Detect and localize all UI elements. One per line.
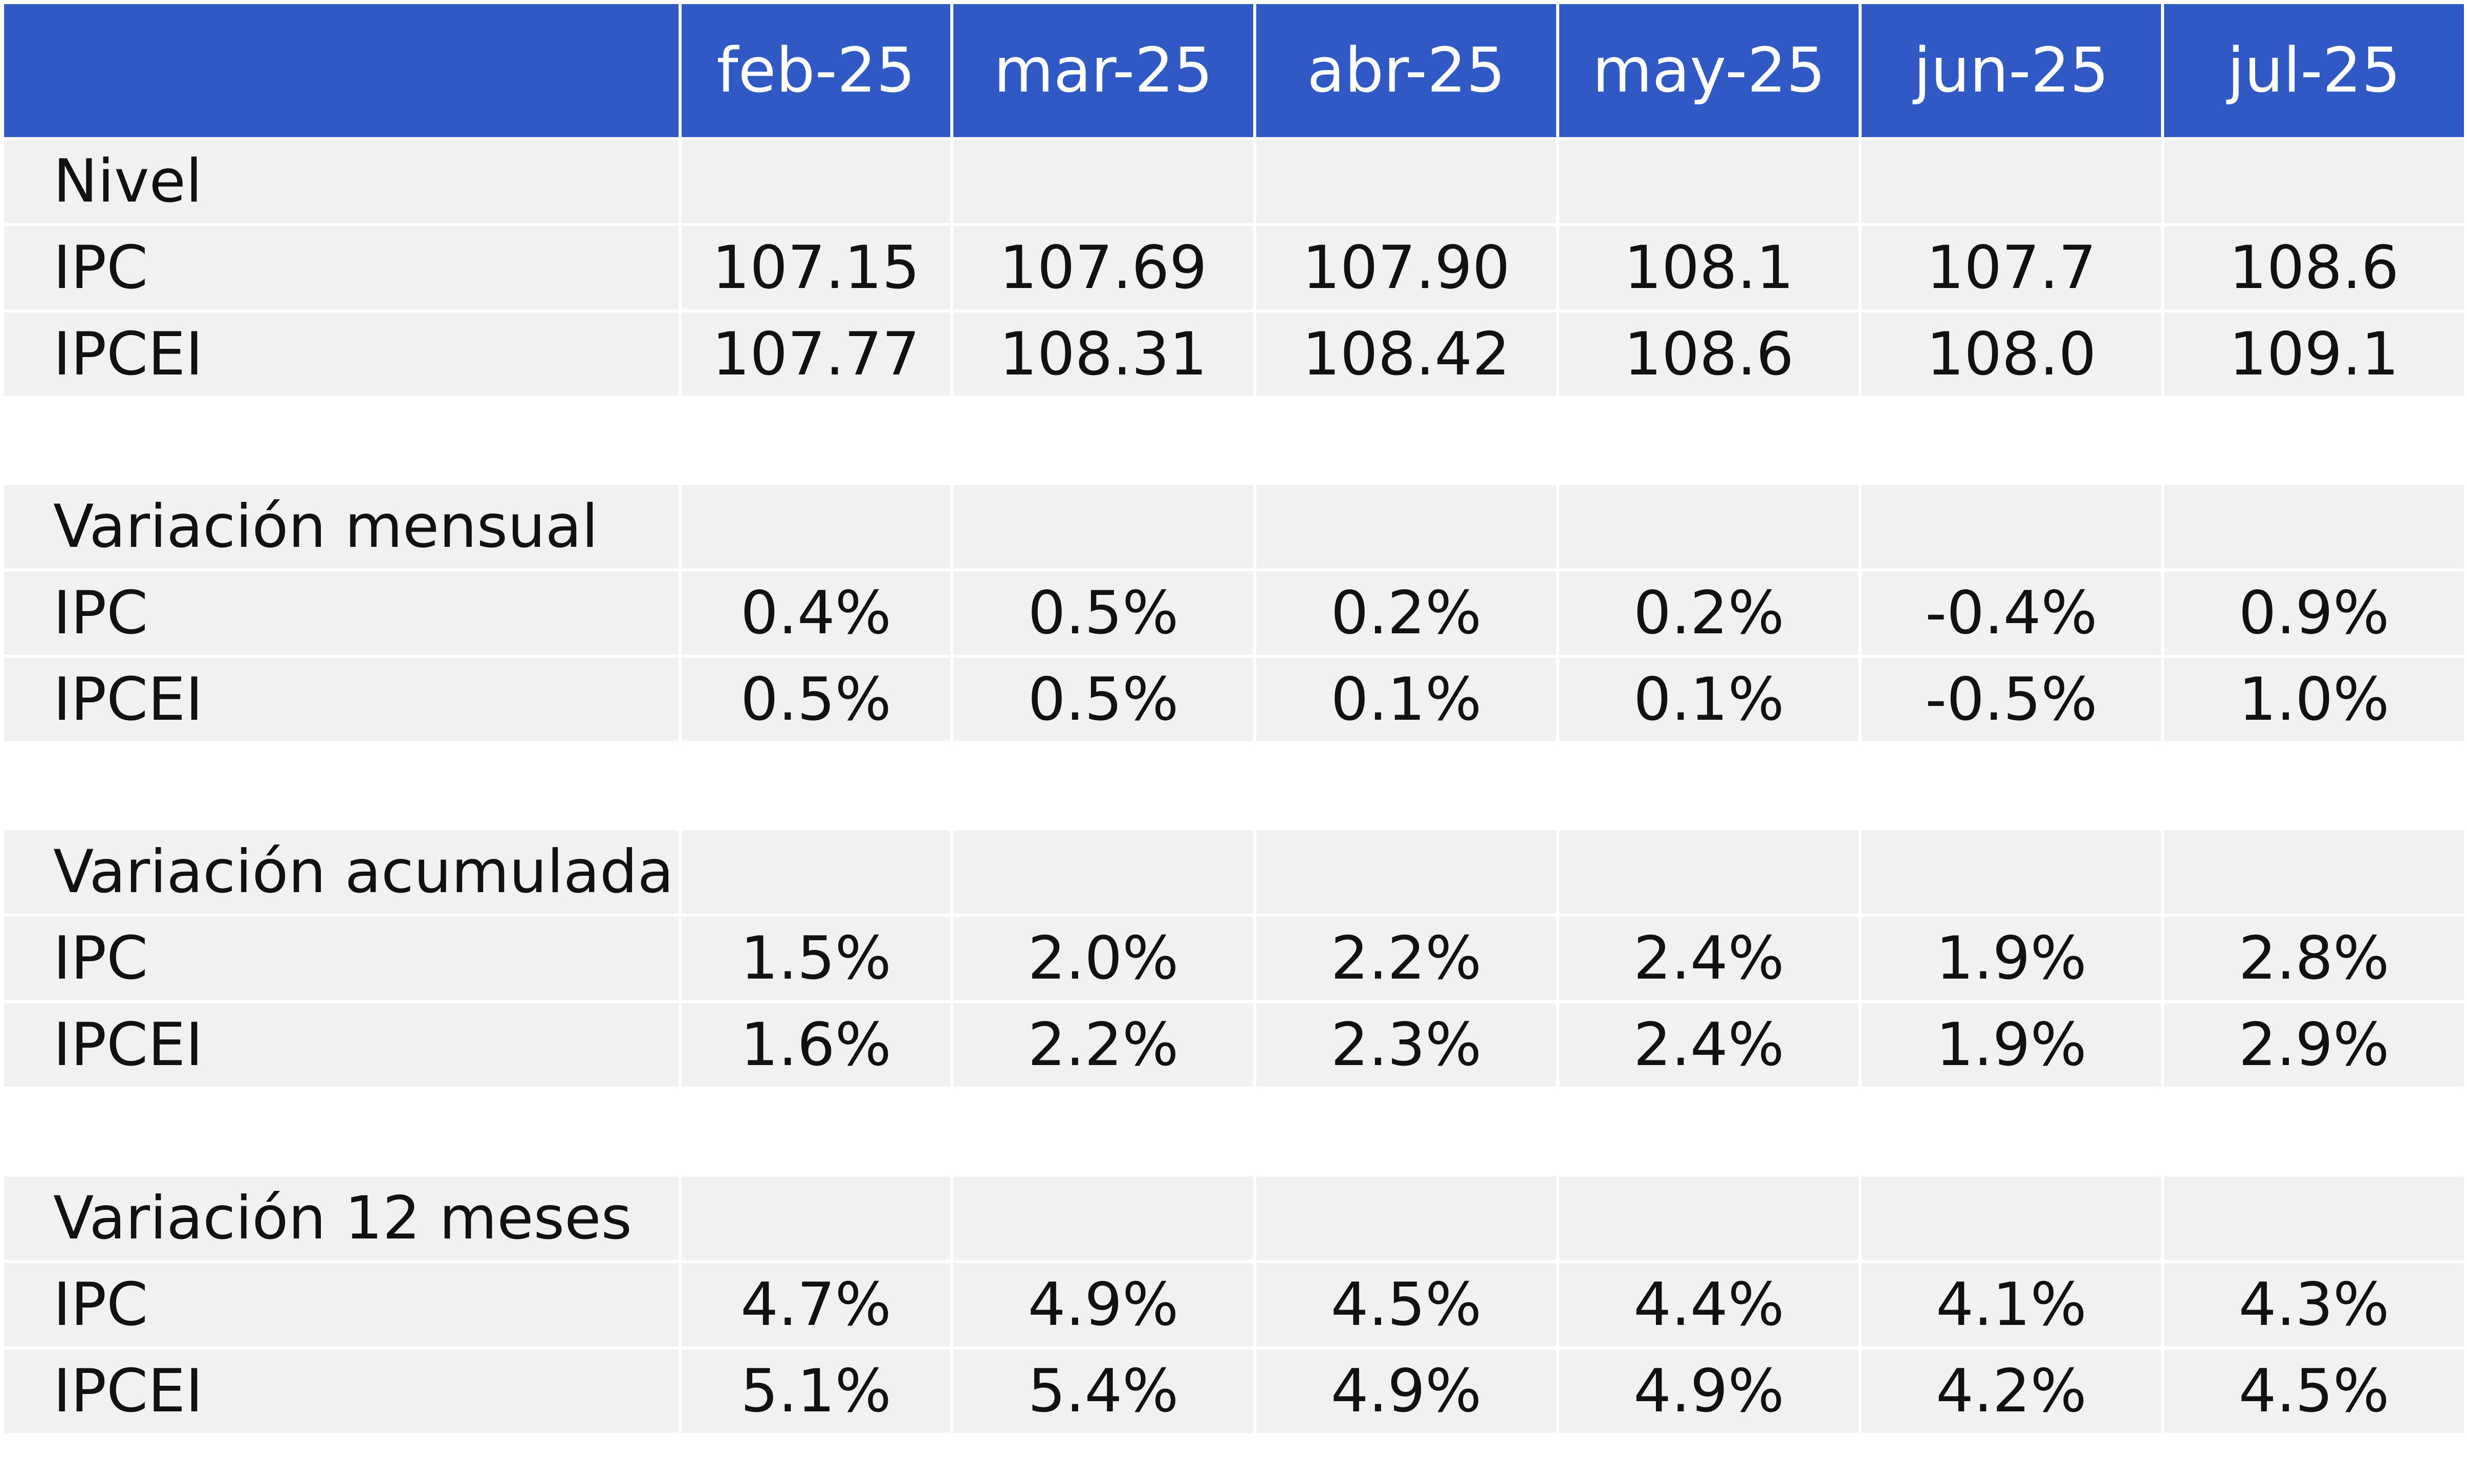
section-title-filler-cell xyxy=(1256,140,1556,223)
table-value-cell: 108.6 xyxy=(1559,313,1859,396)
table-value-cell: 1.9% xyxy=(1862,917,2161,1000)
table-value-cell: 0.9% xyxy=(2164,571,2464,655)
row-label: IPCEI xyxy=(4,1003,679,1087)
section-title-filler-cell xyxy=(2164,485,2464,568)
table-value-cell: 107.7 xyxy=(1862,226,2161,309)
section-title: Variación 12 meses xyxy=(4,1177,679,1260)
column-header: jul-25 xyxy=(2164,4,2464,137)
section-title-filler-cell xyxy=(2164,1177,2464,1260)
section-title-filler-cell xyxy=(1559,1177,1859,1260)
table-value-cell: 4.5% xyxy=(1256,1263,1556,1346)
table-value-cell: 4.7% xyxy=(682,1263,950,1346)
table-value-cell: 107.77 xyxy=(682,313,950,396)
row-label: IPCEI xyxy=(4,1349,679,1433)
column-header: jun-25 xyxy=(1862,4,2161,137)
section-title-filler-cell xyxy=(1256,485,1556,568)
table-value-cell: 0.5% xyxy=(953,571,1253,655)
table-value-cell: 2.2% xyxy=(953,1003,1253,1087)
table-value-cell: 107.69 xyxy=(953,226,1253,309)
table-value-cell: 2.4% xyxy=(1559,917,1859,1000)
section-title-filler-cell xyxy=(1256,830,1556,914)
section-title-filler-cell xyxy=(1559,830,1859,914)
table-value-cell: 0.1% xyxy=(1559,658,1859,741)
table-value-cell: 4.9% xyxy=(953,1263,1253,1346)
column-header: feb-25 xyxy=(682,4,950,137)
table-value-cell: 0.5% xyxy=(953,658,1253,741)
row-label: IPC xyxy=(4,571,679,655)
column-header: abr-25 xyxy=(1256,4,1556,137)
table-value-cell: 2.0% xyxy=(953,917,1253,1000)
section-title-filler-cell xyxy=(953,140,1253,223)
section-title-filler-cell xyxy=(682,485,950,568)
section-title-filler-cell xyxy=(1559,140,1859,223)
table-value-cell: 0.2% xyxy=(1256,571,1556,655)
table-value-cell: 2.2% xyxy=(1256,917,1556,1000)
section-title-filler-cell xyxy=(2164,830,2464,914)
table-value-cell: 108.0 xyxy=(1862,313,2161,396)
table-value-cell: 4.1% xyxy=(1862,1263,2161,1346)
table-value-cell: 2.4% xyxy=(1559,1003,1859,1087)
section-title-filler-cell xyxy=(953,1177,1253,1260)
table-value-cell: 4.9% xyxy=(1256,1349,1556,1433)
section-title-filler-cell xyxy=(953,830,1253,914)
section-title: Variación mensual xyxy=(4,485,679,568)
section-title-filler-cell xyxy=(1862,485,2161,568)
table-value-cell: 1.0% xyxy=(2164,658,2464,741)
column-header: may-25 xyxy=(1559,4,1859,137)
table-value-cell: 4.9% xyxy=(1559,1349,1859,1433)
section-title-filler-cell xyxy=(2164,140,2464,223)
table-value-cell: 0.1% xyxy=(1256,658,1556,741)
table-value-cell: 2.8% xyxy=(2164,917,2464,1000)
section-title: Variación acumulada xyxy=(4,830,679,914)
section-title-filler-cell xyxy=(1862,830,2161,914)
column-header: mar-25 xyxy=(953,4,1253,137)
row-label: IPC xyxy=(4,917,679,1000)
table-value-cell: -0.5% xyxy=(1862,658,2161,741)
table-value-cell: -0.4% xyxy=(1862,571,2161,655)
row-label: IPC xyxy=(4,226,679,309)
table-value-cell: 4.3% xyxy=(2164,1263,2464,1346)
row-label: IPC xyxy=(4,1263,679,1346)
section-title-filler-cell xyxy=(1862,1177,2161,1260)
table-value-cell: 4.5% xyxy=(2164,1349,2464,1433)
section-title-filler-cell xyxy=(682,1177,950,1260)
table-value-cell: 0.4% xyxy=(682,571,950,655)
table-value-cell: 108.1 xyxy=(1559,226,1859,309)
table-value-cell: 4.2% xyxy=(1862,1349,2161,1433)
section-title: Nivel xyxy=(4,140,679,223)
header-corner-cell xyxy=(4,4,679,137)
table-value-cell: 1.5% xyxy=(682,917,950,1000)
table-value-cell: 108.42 xyxy=(1256,313,1556,396)
table-value-cell: 107.15 xyxy=(682,226,950,309)
section-title-filler-cell xyxy=(1559,485,1859,568)
row-label: IPCEI xyxy=(4,658,679,741)
table-value-cell: 109.1 xyxy=(2164,313,2464,396)
table-value-cell: 5.1% xyxy=(682,1349,950,1433)
section-title-filler-cell xyxy=(682,830,950,914)
table-value-cell: 1.9% xyxy=(1862,1003,2161,1087)
section-title-filler-cell xyxy=(1256,1177,1556,1260)
table-value-cell: 2.3% xyxy=(1256,1003,1556,1087)
section-title-filler-cell xyxy=(953,485,1253,568)
row-label: IPCEI xyxy=(4,313,679,396)
table-value-cell: 107.90 xyxy=(1256,226,1556,309)
table-value-cell: 0.5% xyxy=(682,658,950,741)
table-value-cell: 4.4% xyxy=(1559,1263,1859,1346)
section-title-filler-cell xyxy=(1862,140,2161,223)
table-value-cell: 108.6 xyxy=(2164,226,2464,309)
table-value-cell: 1.6% xyxy=(682,1003,950,1087)
section-title-filler-cell xyxy=(682,140,950,223)
table-value-cell: 2.9% xyxy=(2164,1003,2464,1087)
table-value-cell: 0.2% xyxy=(1559,571,1859,655)
table-value-cell: 5.4% xyxy=(953,1349,1253,1433)
table-value-cell: 108.31 xyxy=(953,313,1253,396)
